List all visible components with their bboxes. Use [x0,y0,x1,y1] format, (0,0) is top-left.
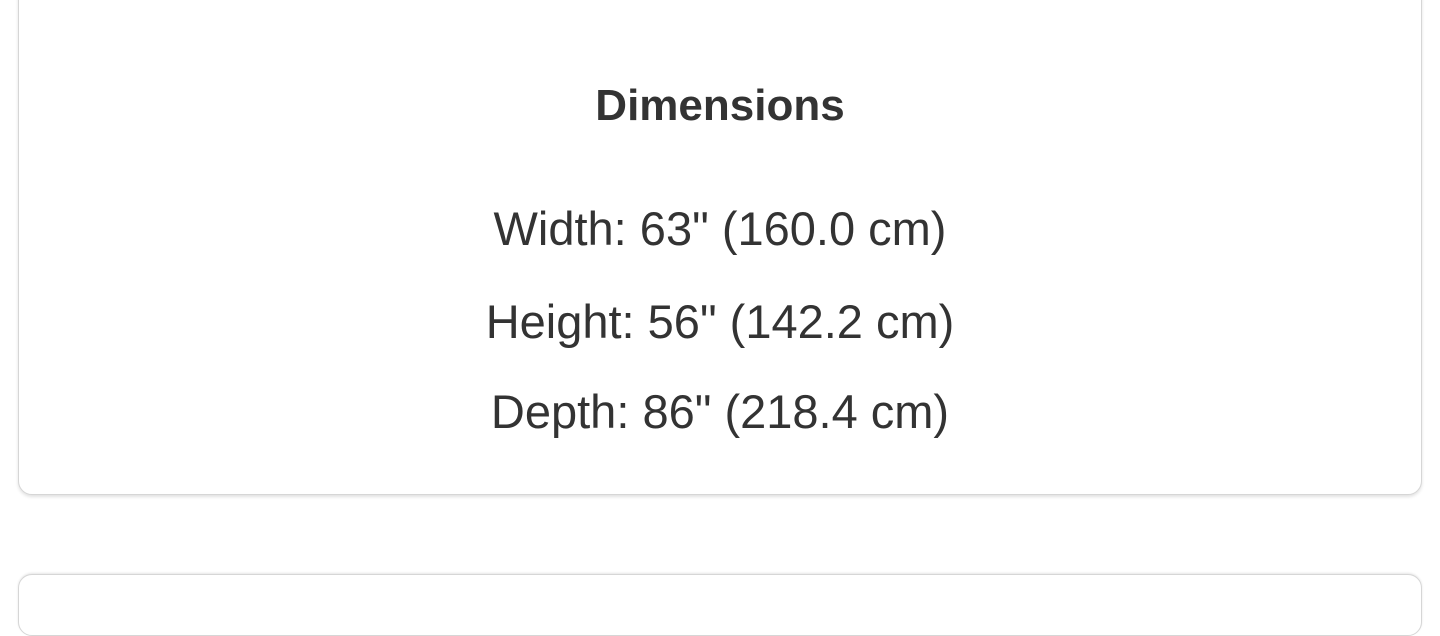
next-card [18,574,1422,636]
dimensions-title: Dimensions [595,81,845,130]
dimensions-card: Dimensions Width: 63" (160.0 cm) Height:… [18,0,1422,495]
depth-value: Depth: 86" (218.4 cm) [490,385,950,438]
width-value: Width: 63" (160.0 cm) [493,202,947,255]
height-value: Height: 56" (142.2 cm) [485,295,955,348]
